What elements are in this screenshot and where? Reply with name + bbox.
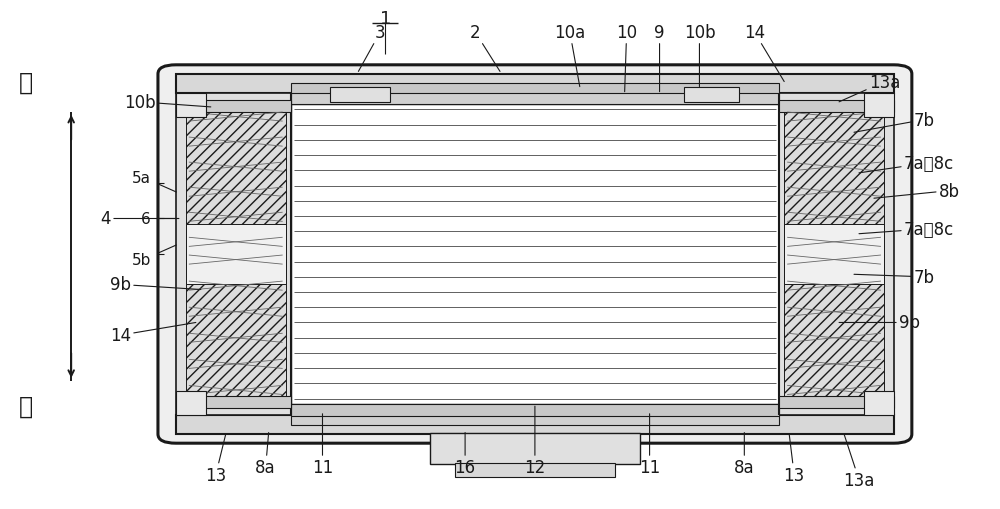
Bar [176,94,206,118]
Text: 16: 16 [455,433,476,476]
Text: 10a: 10a [554,24,585,88]
Text: 9b: 9b [839,314,920,332]
Bar [176,391,206,415]
Bar [779,94,894,415]
Bar [784,109,884,249]
Text: 13a: 13a [839,73,900,103]
Bar [291,84,779,94]
Text: 8a: 8a [255,433,276,476]
Bar [864,391,894,415]
Bar [784,224,884,285]
Text: 14: 14 [110,323,196,345]
Text: 2: 2 [470,24,500,72]
Text: 7b: 7b [854,268,935,286]
Bar [291,404,779,416]
Bar [864,94,894,118]
Text: 7a、8c: 7a、8c [859,220,954,238]
Text: 9: 9 [654,24,665,93]
Bar [455,463,615,477]
Bar [186,260,286,400]
Bar [684,88,739,103]
Text: 10: 10 [616,24,637,93]
Bar [291,93,779,105]
Bar [779,101,894,114]
Text: 4: 4 [101,210,179,228]
Text: 6: 6 [141,212,151,227]
Text: 前: 前 [19,70,33,94]
Text: 13: 13 [784,434,805,484]
Text: 8b: 8b [874,182,960,200]
Bar [779,395,894,408]
Text: 9b: 9b [110,276,201,294]
Text: 10b: 10b [684,24,715,88]
Bar [186,109,286,249]
Text: 1: 1 [380,10,391,28]
Text: 11: 11 [639,414,660,476]
Text: 5b: 5b [132,252,151,267]
Text: 3: 3 [358,24,386,72]
Text: 5a: 5a [132,171,151,186]
Text: 7b: 7b [854,111,935,133]
Bar [176,415,894,434]
Text: 14: 14 [744,24,784,82]
Text: 8a: 8a [734,433,755,476]
FancyBboxPatch shape [158,66,912,443]
Text: 13a: 13a [843,434,875,489]
Bar [330,88,390,103]
Text: 10b: 10b [124,94,211,111]
Bar [176,101,291,114]
Text: 后: 后 [19,394,33,418]
Text: 7a、8c: 7a、8c [859,154,954,174]
Bar [176,94,291,415]
Text: 11: 11 [312,414,333,476]
Bar [784,260,884,400]
Bar [176,395,291,408]
Bar [176,75,894,94]
Text: 13: 13 [205,434,226,484]
Bar [430,433,640,465]
Bar [186,224,286,285]
Text: 12: 12 [524,406,546,476]
Bar [291,415,779,425]
Bar [291,105,779,404]
